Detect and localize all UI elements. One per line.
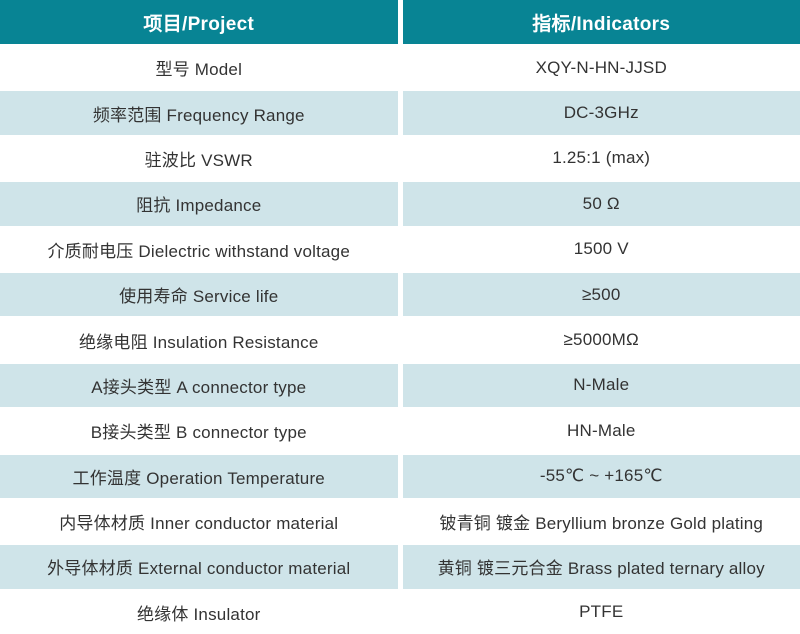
cell-indicator-inner-conductor-material: 铍青铜 镀金 Beryllium bronze Gold plating <box>402 499 800 544</box>
cell-indicator-a-connector-type: N-Male <box>402 363 800 408</box>
cell-indicator-service-life: ≥500 <box>402 272 800 317</box>
cell-project-vswr: 驻波比 VSWR <box>0 136 398 181</box>
cell-project-b-connector-type: B接头类型 B connector type <box>0 409 398 453</box>
cell-project-external-conductor-material: 外导体材质 External conductor material <box>0 545 398 589</box>
cell-project-dielectric-voltage: 介质耐电压 Dielectric withstand voltage <box>0 227 398 271</box>
table-row-insulator: 绝缘体 Insulator PTFE <box>0 590 800 634</box>
cell-project-inner-conductor-material: 内导体材质 Inner conductor material <box>0 499 398 544</box>
table-row-model: 型号 Model XQY-N-HN-JJSD <box>0 46 800 90</box>
column-header-indicators: 指标/Indicators <box>402 0 800 44</box>
cell-indicator-external-conductor-material: 黄铜 镀三元合金 Brass plated ternary alloy <box>402 545 800 589</box>
cell-project-frequency-range: 频率范围 Frequency Range <box>0 91 398 135</box>
cell-indicator-insulator: PTFE <box>402 590 800 634</box>
cell-project-insulator: 绝缘体 Insulator <box>0 590 398 634</box>
table-row-external-conductor-material: 外导体材质 External conductor material 黄铜 镀三元… <box>0 545 800 589</box>
table-row-operation-temperature: 工作温度 Operation Temperature -55℃ ~ +165℃ <box>0 454 800 498</box>
table-row-b-connector-type: B接头类型 B connector type HN-Male <box>0 409 800 453</box>
cell-indicator-operation-temperature: -55℃ ~ +165℃ <box>402 454 800 498</box>
table-row-impedance: 阻抗 Impedance 50 Ω <box>0 182 800 226</box>
table-header-row: 项目/Project 指标/Indicators <box>0 0 800 44</box>
table-row-insulation-resistance: 绝缘电阻 Insulation Resistance ≥5000MΩ <box>0 318 800 362</box>
cell-indicator-insulation-resistance: ≥5000MΩ <box>402 318 800 362</box>
table-row-frequency-range: 频率范围 Frequency Range DC-3GHz <box>0 91 800 135</box>
table-row-service-life: 使用寿命 Service life ≥500 <box>0 272 800 317</box>
table-row-a-connector-type: A接头类型 A connector type N-Male <box>0 363 800 408</box>
table-row-dielectric-voltage: 介质耐电压 Dielectric withstand voltage 1500 … <box>0 227 800 271</box>
cell-indicator-dielectric-voltage: 1500 V <box>402 227 800 271</box>
cell-project-service-life: 使用寿命 Service life <box>0 272 398 317</box>
cell-project-operation-temperature: 工作温度 Operation Temperature <box>0 454 398 498</box>
cell-project-a-connector-type: A接头类型 A connector type <box>0 363 398 408</box>
cell-indicator-b-connector-type: HN-Male <box>402 409 800 453</box>
cell-indicator-vswr: 1.25:1 (max) <box>402 136 800 181</box>
cell-project-insulation-resistance: 绝缘电阻 Insulation Resistance <box>0 318 398 362</box>
cell-indicator-model: XQY-N-HN-JJSD <box>402 46 800 90</box>
cell-project-model: 型号 Model <box>0 46 398 90</box>
cell-indicator-frequency-range: DC-3GHz <box>402 91 800 135</box>
table-row-inner-conductor-material: 内导体材质 Inner conductor material 铍青铜 镀金 Be… <box>0 499 800 544</box>
cell-project-impedance: 阻抗 Impedance <box>0 182 398 226</box>
column-header-project: 项目/Project <box>0 0 398 44</box>
cell-indicator-impedance: 50 Ω <box>402 182 800 226</box>
table-row-vswr: 驻波比 VSWR 1.25:1 (max) <box>0 136 800 181</box>
